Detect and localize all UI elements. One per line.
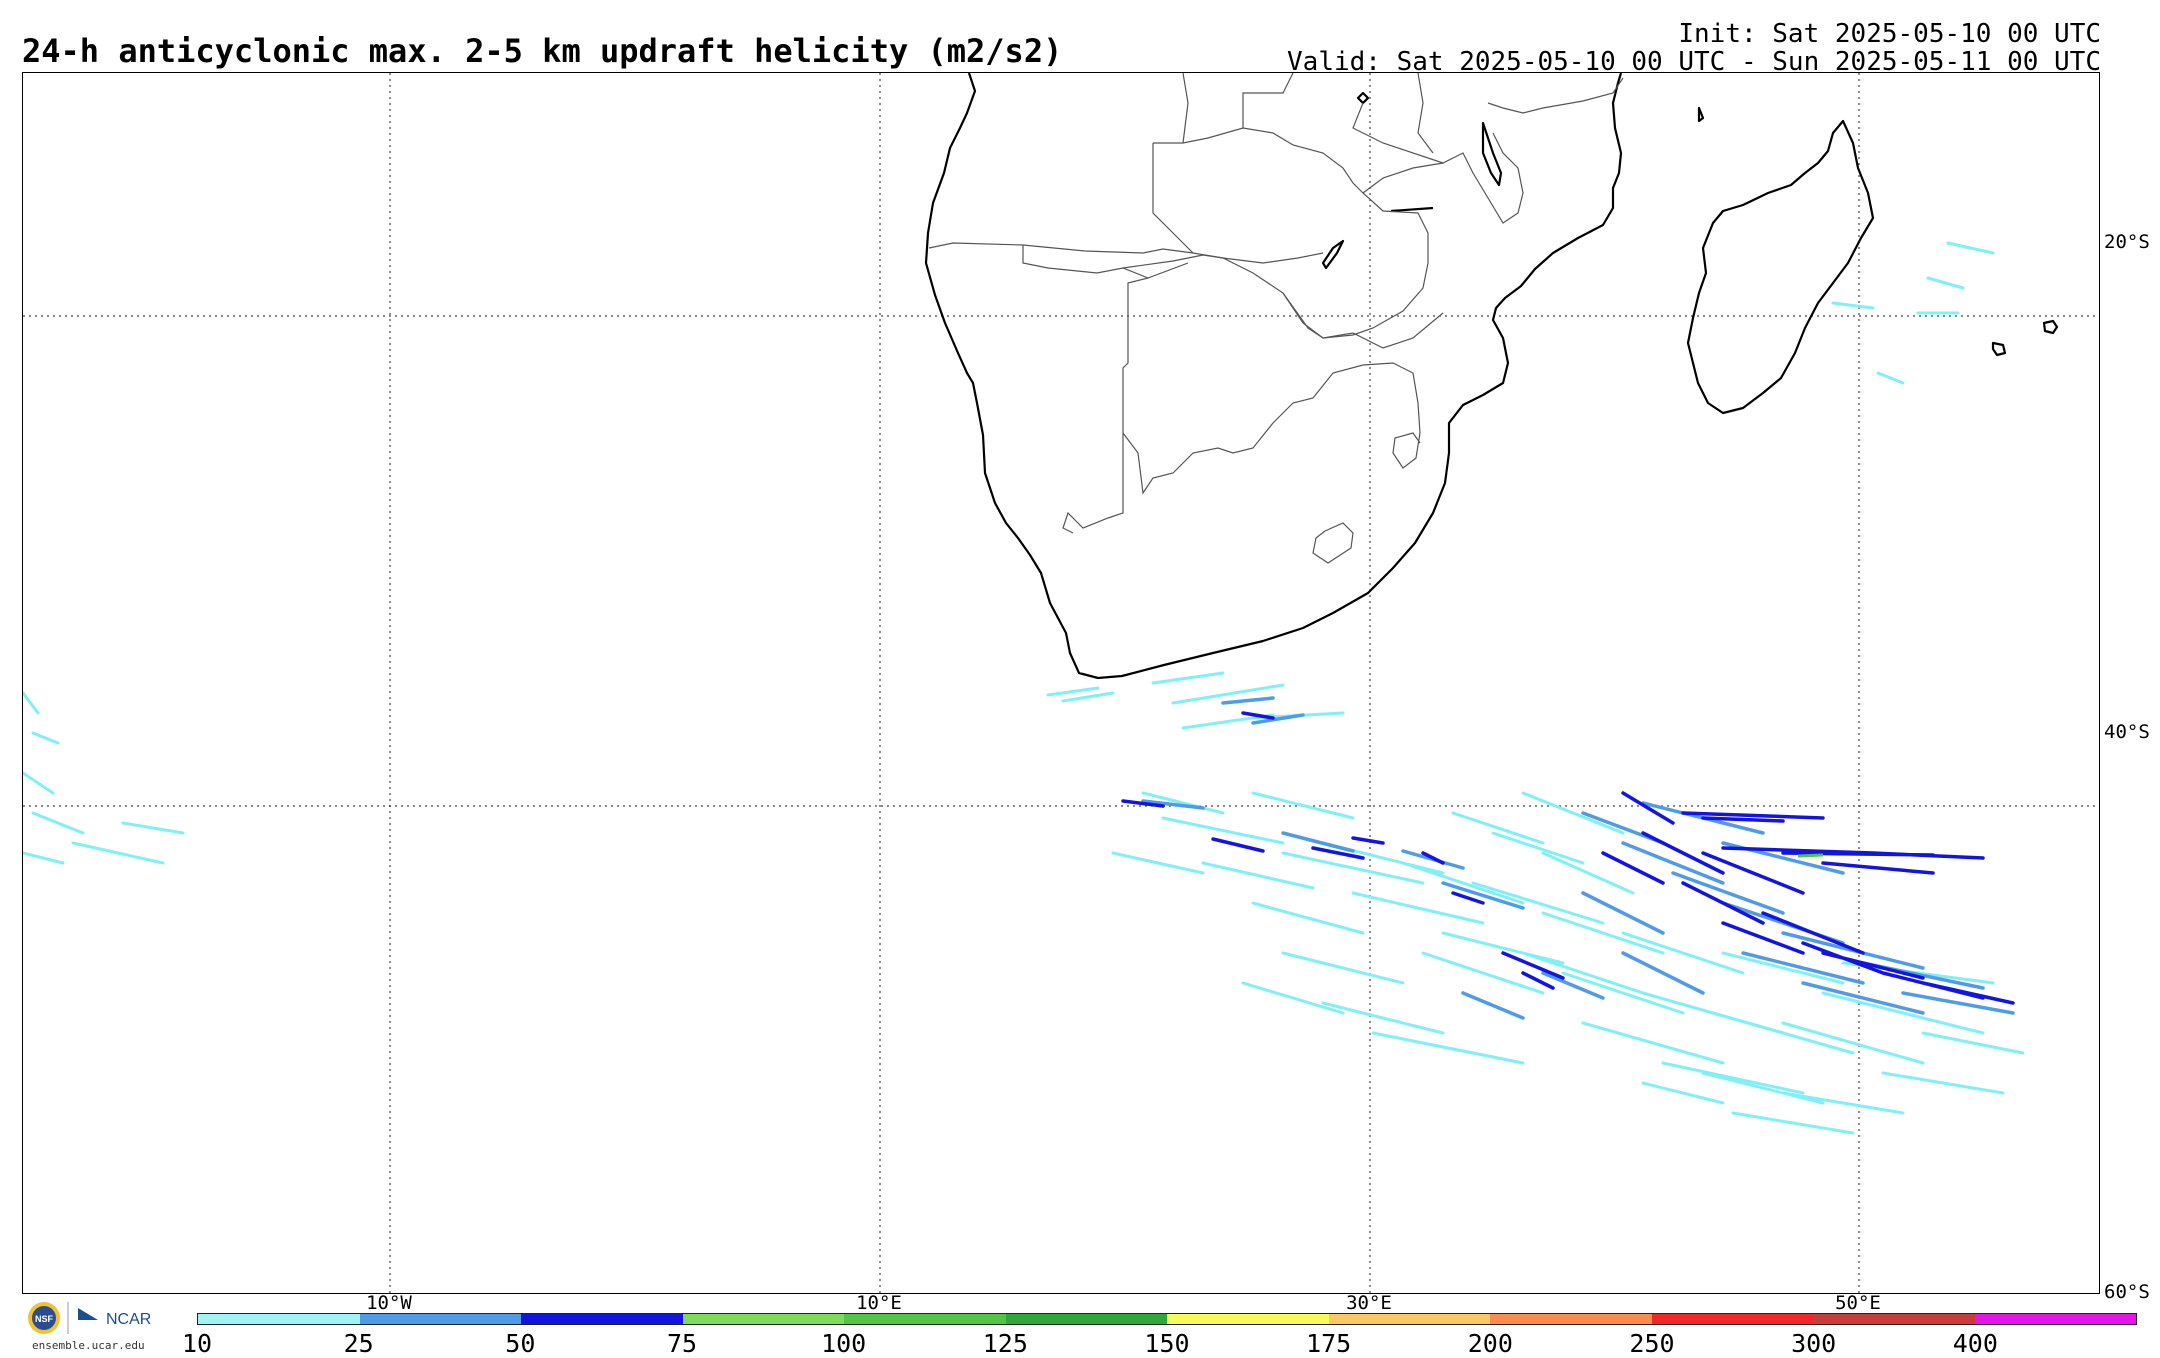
lake-malawi [1481,121,1503,187]
helicity-swaths-strong [1121,711,2015,1005]
lon-label-10e: 10°E [856,1292,902,1314]
lon-label-50e: 50°E [1835,1292,1881,1314]
forecast-times: Init: Sat 2025-05-10 00 UTC Valid: Sat 2… [1287,20,2101,76]
nsf-ncar-logo: NSF NCAR [22,1298,162,1354]
colorbar-tick-label: 125 [982,1329,1028,1358]
nsf-logo-text: NSF [35,1314,54,1324]
lat-label-40s: 40°S [2104,721,2150,743]
init-time: Init: Sat 2025-05-10 00 UTC [1678,19,2101,49]
map-panel [22,72,2100,1294]
colorbar-segment [1167,1314,1329,1324]
colorbar-tick-label: 10 [181,1329,213,1358]
colorbar-tick-label: 250 [1629,1329,1675,1358]
colorbar-tick-label: 400 [1952,1329,1998,1358]
ncar-logo-text: NCAR [106,1311,151,1328]
colorbar-segment [1974,1314,2136,1324]
country-borders [928,73,1624,564]
madagascar-coast [1686,119,1875,415]
helicity-swaths-light [23,241,2025,1135]
africa-coast [924,73,1623,680]
mauritius [1991,341,2007,357]
lon-label-10w: 10°W [366,1292,412,1314]
colorbar-segment [198,1314,360,1324]
reunion [2042,319,2059,335]
chart-title: 24-h anticyclonic max. 2-5 km updraft he… [22,32,1063,70]
colorbar-tick-label: 150 [1144,1329,1190,1358]
colorbar-tick-label: 175 [1306,1329,1352,1358]
lat-label-20s: 20°S [2104,231,2150,253]
colorbar-tick-label: 100 [821,1329,867,1358]
lon-label-30e: 30°E [1346,1292,1392,1314]
colorbar-segment [1490,1314,1652,1324]
colorbar-tick-label: 75 [666,1329,698,1358]
valid-time: Valid: Sat 2025-05-10 00 UTC - Sun 2025-… [1287,47,2101,77]
map-canvas [23,73,2099,1293]
colorbar-segment [1813,1314,1975,1324]
colorbar-segment [359,1314,521,1324]
lake-cahora [1390,206,1434,213]
colorbar-segment [1005,1314,1167,1324]
colorbar-tick-label: 25 [343,1329,374,1358]
coastlines [924,73,2059,680]
colorbar-segment [1651,1314,1813,1324]
lake-victoria-edge [1356,91,1370,105]
graticule [23,73,2099,1293]
colorbar-segment [844,1314,1006,1324]
colorbar [197,1313,2137,1325]
ensemble-url: ensemble.ucar.edu [32,1339,145,1352]
colorbar-tick-label: 50 [505,1329,536,1358]
lat-label-60s: 60°S [2104,1281,2150,1303]
colorbar-segment [521,1314,683,1324]
comoros [1697,106,1705,123]
colorbar-segment [682,1314,844,1324]
colorbar-tick-label: 300 [1791,1329,1837,1358]
colorbar-segment [1328,1314,1490,1324]
lake-kariba [1321,239,1345,270]
ncar-logo-icon [78,1308,98,1320]
helicity-swath-green [1797,853,1824,858]
colorbar-tick-label: 200 [1467,1329,1513,1358]
